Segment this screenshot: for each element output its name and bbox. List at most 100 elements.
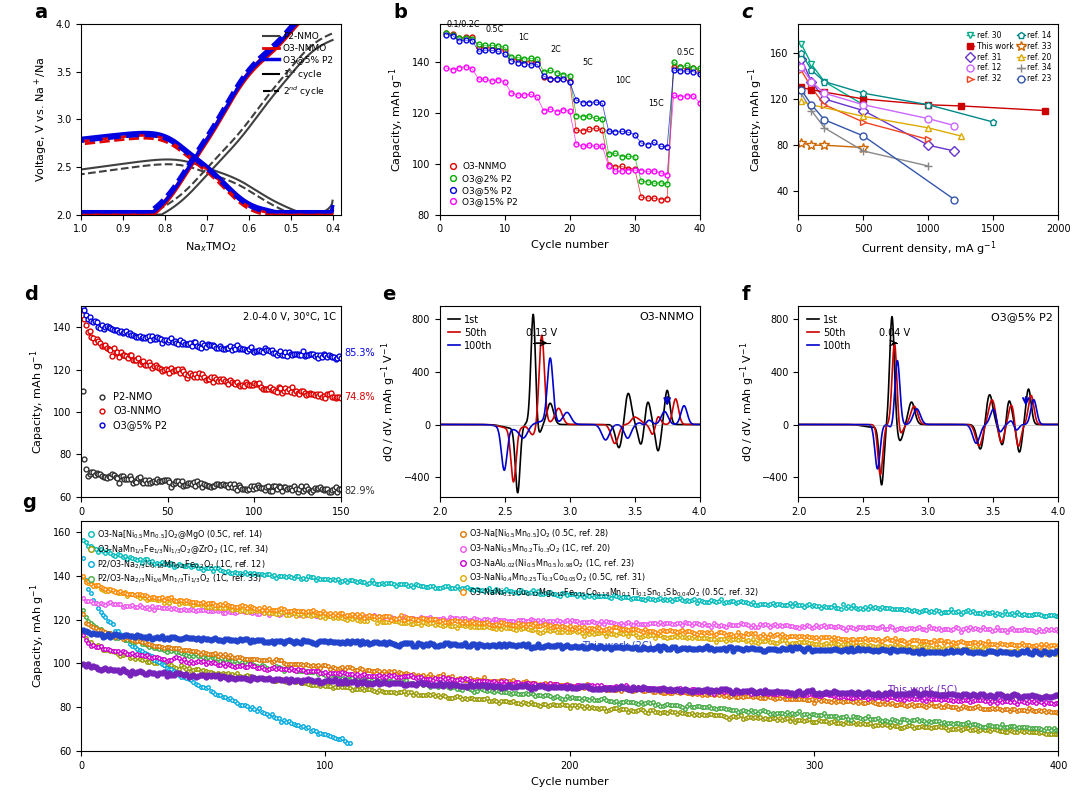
Text: g: g	[23, 493, 37, 511]
O3@15% P2	[693, 98, 706, 107]
Text: 0.04 V: 0.04 V	[879, 328, 910, 338]
100th	[553, 417, 566, 426]
50th	[553, 404, 566, 413]
P2-NMO	[255, 483, 268, 493]
Text: 0.13 V: 0.13 V	[526, 328, 557, 338]
Y-axis label: Capacity, mAh g$^{-1}$: Capacity, mAh g$^{-1}$	[29, 584, 48, 688]
O3@2% P2	[564, 71, 577, 80]
1st	[638, 417, 651, 426]
1st	[553, 420, 566, 429]
O3@2% P2	[485, 41, 498, 50]
Text: a: a	[35, 3, 48, 22]
O3@5% P2	[524, 60, 537, 70]
ref. 23	[805, 100, 818, 110]
O3@2% P2	[543, 66, 556, 76]
Line: 100th: 100th	[440, 358, 700, 471]
1st	[912, 417, 924, 427]
Line: ref. 14: ref. 14	[798, 49, 997, 126]
Line: ref. 31: ref. 31	[798, 55, 958, 154]
O3-NNMO	[609, 162, 622, 172]
ref. 20	[922, 123, 935, 133]
ref. 12	[818, 88, 831, 98]
O3@15% P2	[687, 91, 700, 101]
50th	[559, 418, 572, 428]
O3@15% P2	[674, 92, 687, 102]
O3@15% P2	[577, 142, 590, 151]
ref. 32	[922, 134, 935, 144]
Text: c: c	[741, 3, 753, 22]
Line: 50th: 50th	[798, 343, 1058, 475]
100th	[1044, 420, 1057, 429]
O3-NNMO	[524, 56, 537, 65]
O3@5% P2	[453, 37, 465, 46]
O3@5% P2	[335, 353, 348, 363]
1st	[686, 420, 699, 429]
O3-NNMO	[687, 64, 700, 73]
O3-NNMO	[212, 377, 225, 386]
P2-NMO	[212, 479, 225, 489]
ref. 12	[922, 114, 935, 123]
1st	[1044, 420, 1057, 429]
O3-NNMO	[77, 305, 90, 315]
O3@2% P2	[635, 176, 648, 186]
O3-NNMO	[289, 386, 302, 396]
ref. 14	[922, 100, 935, 110]
Text: b: b	[393, 3, 407, 22]
ref. 31	[922, 141, 935, 150]
This work	[1039, 106, 1052, 115]
Text: f: f	[741, 285, 750, 304]
Text: 0.5C: 0.5C	[677, 48, 696, 57]
O3@2% P2	[517, 54, 530, 64]
O3@2% P2	[648, 179, 661, 188]
1st	[1044, 420, 1057, 429]
1st	[875, 480, 888, 490]
O3@5% P2	[530, 60, 543, 69]
O3-NNMO	[440, 28, 453, 37]
O3-NNMO	[635, 192, 648, 202]
Line: P2-NMO: P2-NMO	[80, 389, 343, 494]
O3-NNMO	[642, 193, 654, 203]
O3@2% P2	[530, 54, 543, 64]
1st	[693, 420, 706, 429]
Legend: 1st, 50th, 100th: 1st, 50th, 100th	[804, 311, 855, 355]
Line: 1st: 1st	[798, 316, 1058, 485]
O3-NNMO	[335, 393, 348, 402]
O3@15% P2	[590, 142, 603, 151]
O3@2% P2	[453, 33, 465, 42]
Line: 1st: 1st	[440, 314, 700, 493]
X-axis label: Voltage, V vs. Na$^+$/Na: Voltage, V vs. Na$^+$/Na	[866, 522, 991, 540]
O3@2% P2	[693, 64, 706, 73]
O3@2% P2	[440, 29, 453, 38]
X-axis label: Cycle number: Cycle number	[172, 522, 249, 532]
Line: ref. 34: ref. 34	[797, 89, 933, 170]
O3@2% P2	[446, 30, 459, 40]
O3@2% P2	[556, 70, 569, 80]
Text: 0.5C: 0.5C	[485, 25, 503, 34]
O3@15% P2	[616, 166, 629, 176]
ref. 34	[818, 123, 831, 133]
O3@2% P2	[654, 178, 667, 188]
O3@2% P2	[629, 152, 642, 161]
O3-NNMO	[603, 160, 616, 169]
This work	[856, 95, 869, 104]
O3@5% P2	[212, 343, 225, 353]
50th	[919, 420, 932, 429]
100th	[498, 466, 511, 475]
ref. 33	[818, 141, 831, 150]
Y-axis label: Voltage, V vs. Na$^+$/Na: Voltage, V vs. Na$^+$/Na	[32, 56, 51, 182]
O3@2% P2	[616, 152, 629, 161]
O3@15% P2	[570, 139, 583, 149]
Text: 5C: 5C	[583, 58, 593, 67]
ref. 31	[795, 54, 808, 64]
O3-NNMO	[255, 382, 268, 392]
1st	[886, 312, 899, 321]
50th	[997, 433, 1010, 443]
O3-NNMO	[674, 63, 687, 72]
100th	[919, 419, 932, 429]
O3@5% P2	[661, 142, 674, 152]
Text: 82.9%: 82.9%	[345, 486, 375, 495]
O3@5% P2	[609, 127, 622, 137]
O3@2% P2	[674, 62, 687, 72]
1st	[511, 488, 524, 498]
100th	[686, 419, 699, 429]
